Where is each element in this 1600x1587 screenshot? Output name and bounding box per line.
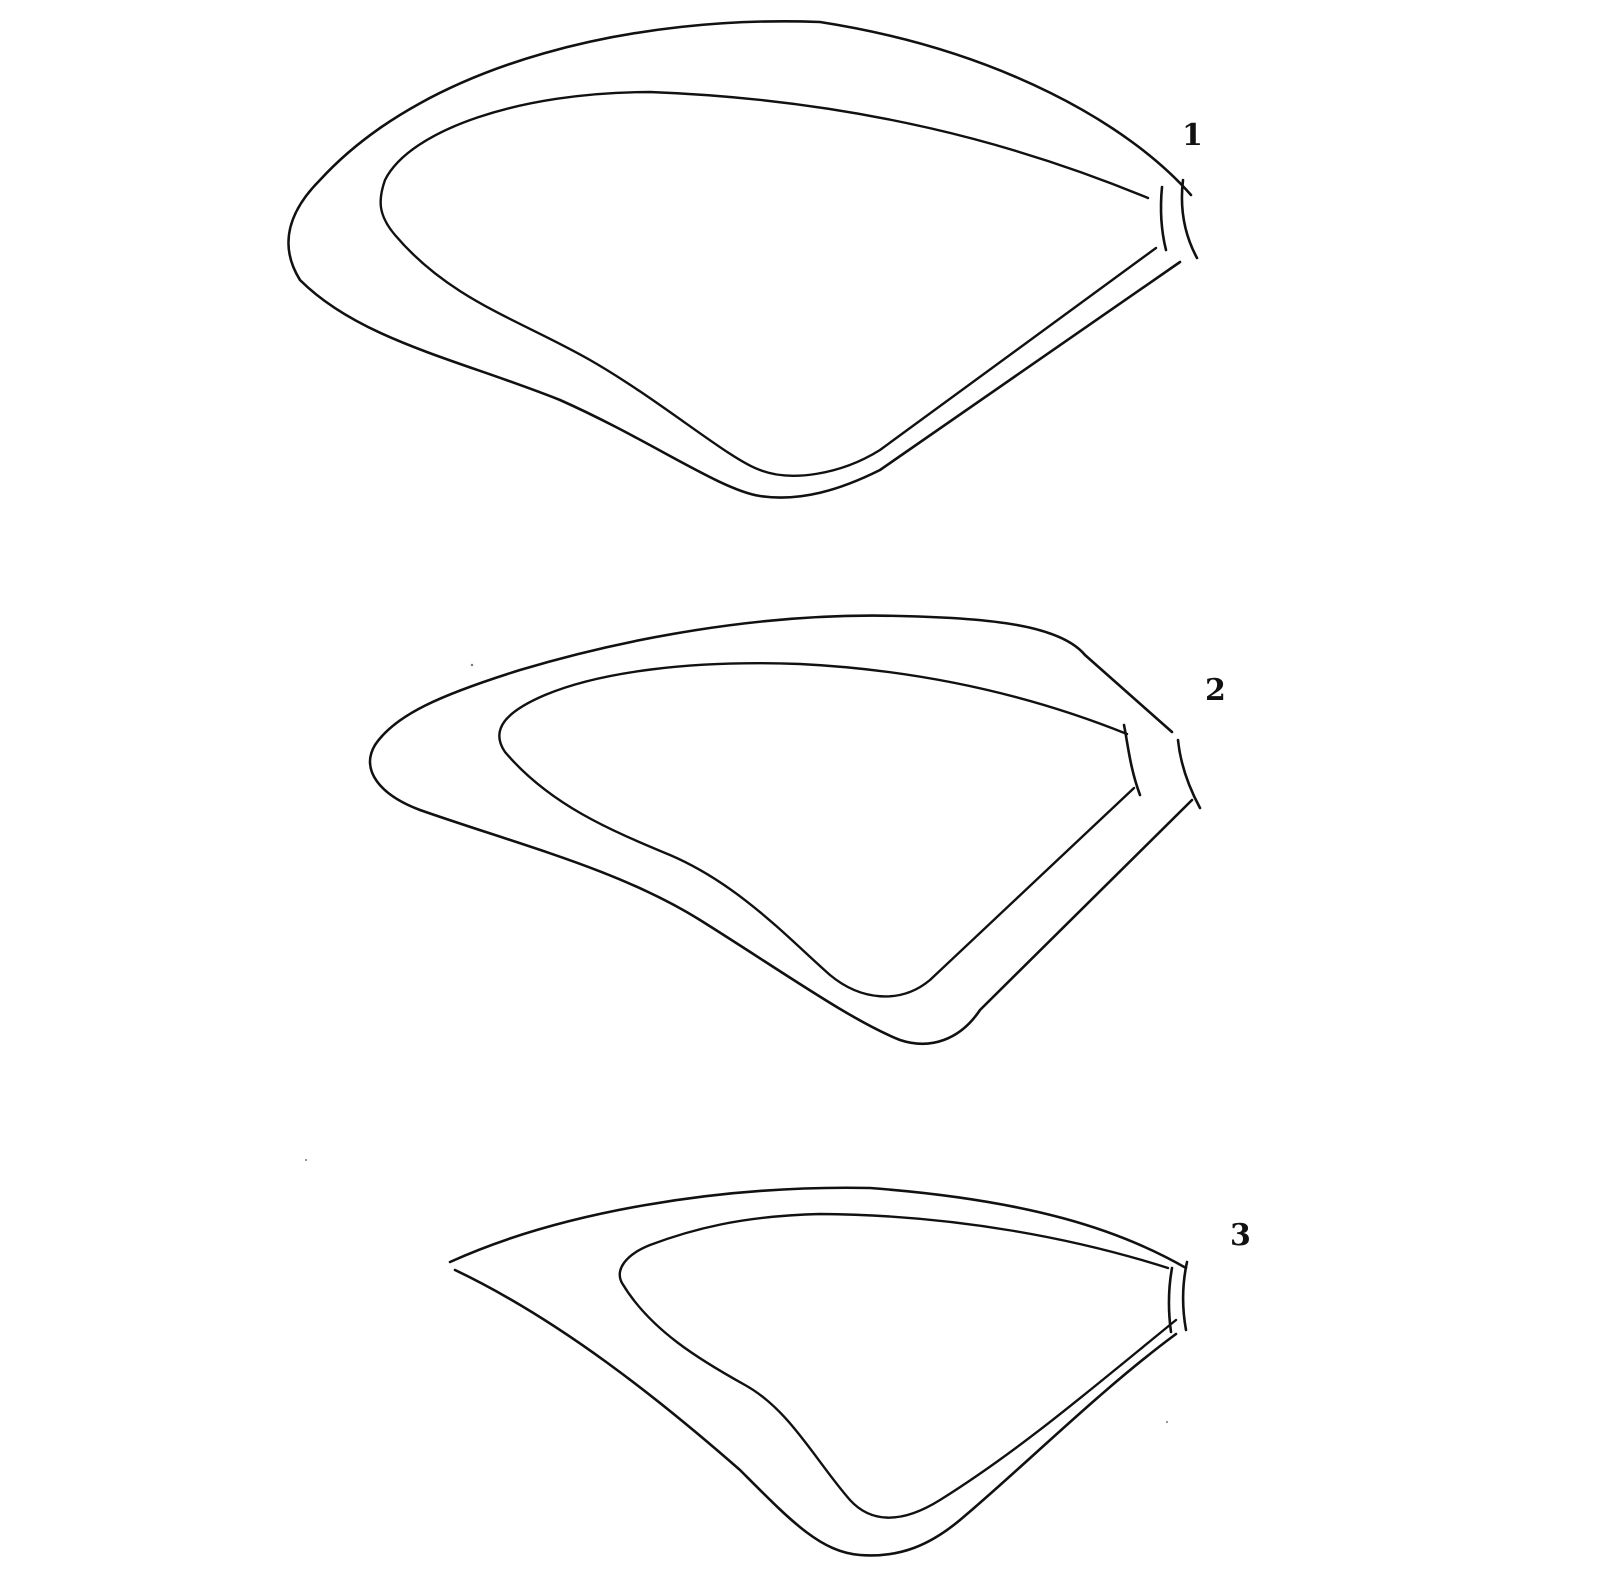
print-speck: [305, 1159, 307, 1161]
figure-2-outer-outline: [368, 614, 1194, 1045]
figure-2-number: 2: [1205, 673, 1226, 708]
figure-1-inner-outline: [379, 90, 1158, 477]
figure-1: 1: [287, 20, 1203, 499]
figure-1-number: 1: [1182, 118, 1203, 153]
figure-1-base-line-outer: [1180, 178, 1199, 260]
figure-2: 2: [368, 614, 1226, 1045]
figure-1-base-line-inner: [1159, 185, 1168, 252]
figure-3: 3: [448, 1186, 1251, 1557]
figure-3-base-line-inner: [1167, 1266, 1174, 1334]
print-speck: [470, 663, 474, 667]
figure-2-base-line-outer: [1176, 738, 1202, 810]
figure-3-inner-outline: [618, 1212, 1178, 1519]
figure-3-base-line-outer: [1181, 1260, 1189, 1332]
print-speck: [1166, 1421, 1168, 1423]
figure-3-outer-outline: [448, 1186, 1188, 1270]
figure-2-base-line-inner: [1122, 723, 1142, 797]
figure-2-inner-outline: [498, 662, 1136, 998]
figure-3-number: 3: [1230, 1218, 1251, 1253]
figure-3-lower-outline: [453, 1268, 1178, 1557]
figure-1-outer-outline: [287, 20, 1193, 499]
